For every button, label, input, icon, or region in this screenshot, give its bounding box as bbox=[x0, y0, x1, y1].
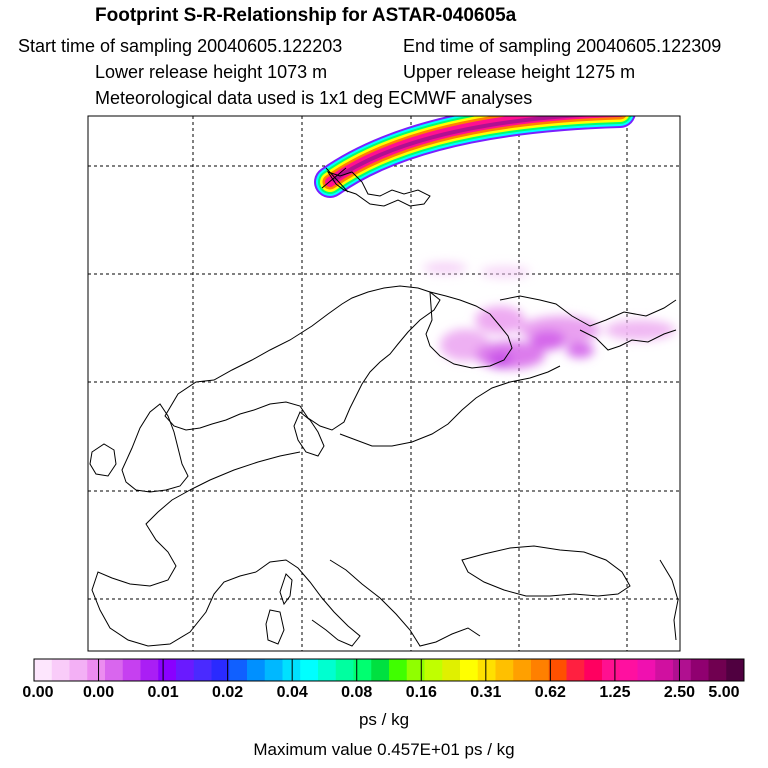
map-frame bbox=[87, 115, 681, 652]
color-bar-legend bbox=[33, 658, 745, 682]
color-bar-tick-label: 0.02 bbox=[212, 684, 244, 701]
color-bar-swatch bbox=[69, 659, 88, 681]
color-bar-swatch bbox=[513, 659, 532, 681]
color-bar-swatch bbox=[424, 659, 443, 681]
color-bar-swatch bbox=[726, 659, 745, 681]
color-bar-tick-label: 0.16 bbox=[405, 684, 437, 701]
color-bar-swatch bbox=[673, 659, 692, 681]
color-bar-swatch bbox=[531, 659, 550, 681]
footprint-diffuse bbox=[423, 262, 675, 369]
color-bar-swatch bbox=[105, 659, 124, 681]
color-bar-swatch bbox=[389, 659, 408, 681]
color-bar-swatch bbox=[247, 659, 266, 681]
color-bar-swatch bbox=[51, 659, 70, 681]
color-bar-tick-label: 1.25 bbox=[599, 684, 631, 701]
color-bar-swatch bbox=[637, 659, 656, 681]
color-bar-tick-label: 0.08 bbox=[341, 684, 373, 701]
color-bar-swatch bbox=[282, 659, 301, 681]
color-bar-tick-label: 0.00 bbox=[82, 684, 115, 701]
color-bar-swatch bbox=[619, 659, 638, 681]
color-bar-swatch bbox=[460, 659, 479, 681]
lower-height-label: Lower release height 1073 m bbox=[95, 62, 328, 82]
start-time-label: Start time of sampling 20040605.122203 bbox=[18, 36, 343, 56]
color-bar-tick-label: 0.01 bbox=[147, 684, 179, 701]
color-bar-swatch bbox=[406, 659, 425, 681]
met-data-label: Meteorological data used is 1x1 deg ECMW… bbox=[95, 88, 533, 108]
map-title: Footprint S-R-Relationship for ASTAR-040… bbox=[95, 5, 517, 26]
color-bar-swatch bbox=[495, 659, 514, 681]
release-point-marker bbox=[321, 167, 349, 193]
color-bar-swatch bbox=[690, 659, 709, 681]
footprint-plume bbox=[314, 116, 636, 198]
color-bar-tick-label: 0.00 bbox=[22, 684, 54, 701]
color-bar-swatch bbox=[548, 659, 567, 681]
color-bar-swatch bbox=[229, 659, 248, 681]
end-time-label: End time of sampling 20040605.122309 bbox=[403, 36, 722, 56]
color-bar-tick-label: 2.50 bbox=[663, 684, 696, 701]
coastlines bbox=[89, 171, 679, 647]
color-bar-swatch bbox=[140, 659, 159, 681]
color-bar-swatch bbox=[371, 659, 390, 681]
color-bar-swatch bbox=[335, 659, 354, 681]
color-bar-swatch bbox=[264, 659, 283, 681]
color-bar-tick-label: 5.00 bbox=[708, 684, 740, 701]
color-bar-swatch bbox=[193, 659, 212, 681]
color-bar-swatch bbox=[655, 659, 674, 681]
color-bar-swatch bbox=[158, 659, 177, 681]
color-bar-swatch bbox=[477, 659, 496, 681]
maximum-value-label: Maximum value 0.457E+01 ps / kg bbox=[253, 740, 515, 759]
color-bar-swatch bbox=[318, 659, 337, 681]
color-bar-swatch bbox=[566, 659, 585, 681]
color-bar-tick-label: 0.62 bbox=[534, 684, 566, 701]
color-bar-swatch bbox=[176, 659, 195, 681]
color-bar-swatch bbox=[442, 659, 461, 681]
map-gridlines bbox=[88, 116, 680, 651]
color-bar-swatch bbox=[353, 659, 372, 681]
color-bar-tick-label: 0.31 bbox=[470, 684, 502, 701]
color-bar-swatch bbox=[211, 659, 230, 681]
unit-label: ps / kg bbox=[358, 710, 410, 729]
color-bar-swatch bbox=[300, 659, 319, 681]
color-bar-swatch bbox=[602, 659, 621, 681]
color-bar-swatch bbox=[708, 659, 727, 681]
upper-height-label: Upper release height 1275 m bbox=[403, 62, 636, 82]
color-bar-swatch bbox=[87, 659, 106, 681]
color-bar-tick-label: 0.04 bbox=[276, 684, 308, 701]
color-bar-swatch bbox=[34, 659, 53, 681]
color-bar-swatch bbox=[122, 659, 141, 681]
color-bar-swatch bbox=[584, 659, 603, 681]
color-bar-frame bbox=[33, 658, 745, 682]
